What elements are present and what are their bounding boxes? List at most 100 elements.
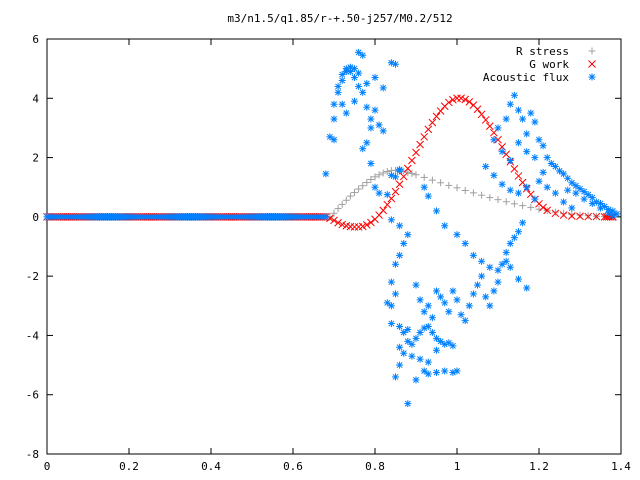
data-point <box>392 173 399 181</box>
data-point <box>363 103 371 111</box>
data-point <box>424 125 433 134</box>
data-point <box>453 231 461 239</box>
data-point <box>412 281 420 289</box>
data-point <box>334 218 342 227</box>
data-point <box>346 192 354 200</box>
data-point <box>437 179 445 187</box>
data-point <box>461 317 469 325</box>
data-point <box>478 257 486 265</box>
data-point <box>400 349 408 357</box>
data-point <box>371 106 379 114</box>
data-point <box>461 240 469 248</box>
data-point <box>519 219 527 227</box>
y-tick-label: -6 <box>26 389 39 402</box>
data-point <box>515 139 522 147</box>
data-point <box>469 251 477 259</box>
data-point <box>338 100 346 108</box>
x-tick-label: 0.4 <box>201 460 221 473</box>
data-point <box>449 342 457 350</box>
data-point <box>564 174 572 182</box>
data-point <box>461 186 469 194</box>
data-point <box>449 95 457 104</box>
data-point <box>494 124 502 132</box>
data-point <box>375 189 383 197</box>
data-point <box>355 185 363 193</box>
data-point <box>396 323 404 331</box>
chart-title: m3/n1.5/q1.85/r-+.50-j257/M0.2/512 <box>227 12 452 25</box>
data-point <box>424 192 432 200</box>
data-point <box>515 228 522 236</box>
data-point <box>433 334 440 342</box>
data-point <box>584 212 593 221</box>
data-point <box>367 160 375 167</box>
data-point <box>330 136 338 144</box>
data-point <box>420 183 428 191</box>
data-point <box>576 211 584 219</box>
data-point <box>379 127 387 135</box>
data-point <box>408 340 416 348</box>
data-point <box>567 212 576 220</box>
data-point <box>404 337 412 345</box>
data-point <box>330 209 338 217</box>
data-point <box>584 212 592 220</box>
data-point <box>568 179 576 187</box>
legend-label: R stress <box>516 45 569 58</box>
data-point <box>408 352 416 360</box>
data-point <box>362 221 371 229</box>
data-point <box>572 189 580 197</box>
data-point <box>334 205 342 213</box>
data-point <box>338 200 346 208</box>
data-point <box>560 198 568 206</box>
data-point <box>416 140 424 149</box>
data-point <box>482 162 490 170</box>
data-point <box>605 208 613 216</box>
data-point <box>420 132 429 141</box>
data-point <box>506 240 514 248</box>
data-point <box>535 136 543 144</box>
data-point <box>514 172 523 180</box>
x-tick-label: 0 <box>44 460 51 473</box>
series-acoustic-flux <box>43 48 621 408</box>
data-point <box>351 97 358 105</box>
data-point <box>506 157 514 165</box>
data-point <box>355 82 363 90</box>
data-point <box>539 203 547 212</box>
data-point <box>350 223 359 231</box>
data-point <box>551 208 559 216</box>
data-point <box>416 296 424 304</box>
data-point <box>355 48 363 56</box>
y-tick-label: -4 <box>26 329 40 342</box>
data-point <box>392 60 399 68</box>
data-point <box>404 400 412 408</box>
data-point <box>485 122 494 131</box>
data-point <box>502 257 510 265</box>
data-point <box>371 173 379 181</box>
data-point <box>396 167 404 175</box>
legend-marker <box>588 60 596 68</box>
y-tick-label: 0 <box>32 211 39 224</box>
data-point <box>498 148 506 156</box>
data-point <box>424 323 432 331</box>
data-point <box>498 180 506 188</box>
plot-frame <box>46 38 622 455</box>
data-point <box>342 196 350 204</box>
data-point <box>428 176 436 184</box>
data-point <box>396 361 404 369</box>
data-point <box>395 180 404 189</box>
data-point <box>559 211 568 219</box>
data-point <box>576 212 584 221</box>
data-point <box>322 213 330 221</box>
data-point <box>437 337 445 345</box>
data-point <box>396 222 404 230</box>
data-point <box>441 367 449 375</box>
data-point <box>453 296 461 304</box>
data-point <box>358 222 367 231</box>
data-point <box>346 68 354 76</box>
data-point <box>523 148 531 156</box>
data-point <box>428 314 436 322</box>
data-point <box>433 346 440 354</box>
data-point <box>391 187 400 196</box>
data-point <box>445 181 453 189</box>
data-point <box>371 74 379 82</box>
data-point <box>371 183 379 191</box>
